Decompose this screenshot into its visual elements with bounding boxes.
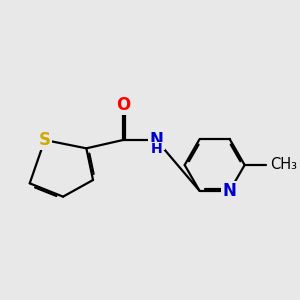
Text: CH₃: CH₃ [270,158,297,172]
Text: N: N [149,131,163,149]
Text: N: N [223,182,237,200]
Text: S: S [39,131,51,149]
Text: O: O [116,96,130,114]
Text: H: H [151,142,162,156]
